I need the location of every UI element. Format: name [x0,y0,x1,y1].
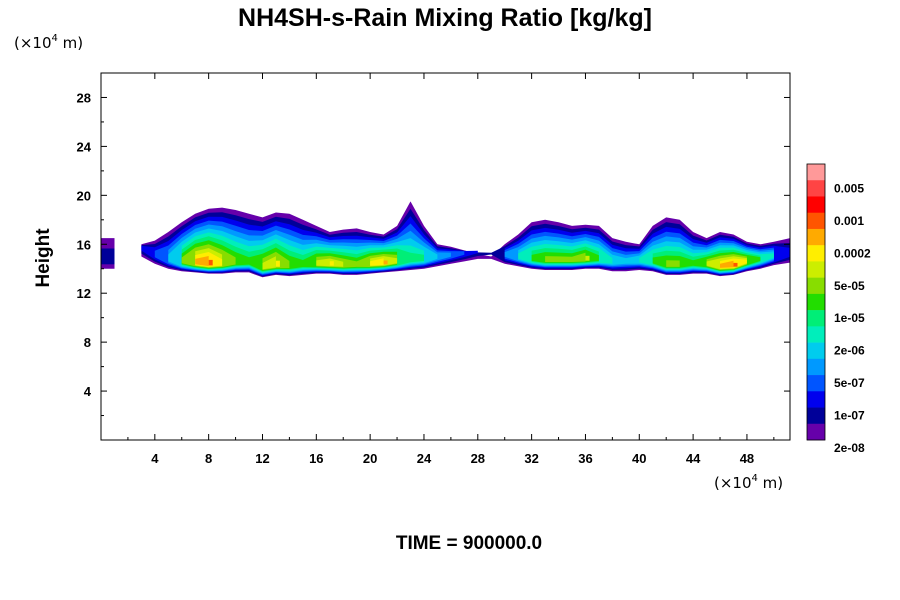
legend-swatch [807,423,825,441]
legend-label: 0.005 [834,181,864,195]
legend-swatch [807,342,825,360]
legend-swatch [807,196,825,214]
contour-band [545,252,586,262]
contour-band [585,255,590,261]
legend-swatch [807,261,825,278]
legend-swatch [807,212,825,230]
y-axis-unit-label: (×104 m) [14,33,83,52]
legend-swatch [807,245,825,262]
x-tick-label: 20 [363,451,377,466]
x-tick-label: 24 [417,451,432,466]
x-tick-label: 32 [524,451,538,466]
contour-band [262,256,276,270]
y-axis-label: Height [33,228,54,288]
x-tick-label: 44 [686,451,701,466]
legend-label: 1e-05 [834,311,865,325]
contour-fills [101,201,790,278]
x-axis-unit-label: (×104 m) [714,473,783,492]
contour-band [208,259,213,266]
time-label: TIME = 900000.0 [396,533,542,554]
contour-band [275,260,280,267]
legend-swatch [807,407,825,425]
legend-label: 1e-07 [834,409,865,423]
legend-swatch [807,293,825,311]
contour-band [329,261,334,266]
y-tick-label: 24 [77,139,92,154]
legend-label: 0.001 [834,214,864,228]
contour-band [666,260,680,267]
y-tick-label: 28 [77,90,91,105]
x-tick-label: 40 [632,451,646,466]
legend-swatch [807,164,825,181]
legend-swatch [807,277,825,295]
plot-frame [100,72,791,441]
legend-swatch [807,375,825,392]
contour-band [733,262,738,267]
y-tick-label: 4 [84,384,92,399]
contour-band [316,258,344,267]
legend-swatch [807,391,825,408]
y-tick-label: 16 [77,237,91,252]
legend-label: 2e-08 [834,441,865,455]
y-tick-label: 20 [77,188,91,203]
chart-title: NH4SH-s-Rain Mixing Ratio [kg/kg] [238,4,652,32]
y-tick-label: 8 [84,335,91,350]
y-axis: 4 8 12 16 20 24 28 [77,72,790,417]
legend-swatch [807,326,825,343]
x-tick-label: 48 [740,451,754,466]
legend-label: 2e-06 [834,344,865,358]
contour-band [370,258,384,266]
legend-swatch [807,180,825,197]
x-tick-label: 16 [309,451,323,466]
contour-band [101,248,115,265]
x-tick-label: 8 [205,451,212,466]
contour-band [720,260,734,268]
x-tick-label: 4 [151,451,159,466]
contour-band [195,256,209,267]
color-legend: 0.005 0.001 0.0002 5e-05 1e-05 2e-06 5e-07 1e-0… [806,163,871,455]
legend-swatch [807,310,825,327]
legend-swatch [807,358,825,376]
x-tick-label: 12 [255,451,269,466]
legend-label: 0.0002 [834,246,871,260]
x-axis: 4 8 12 16 20 24 28 32 36 40 44 48 [127,73,775,466]
legend-label: 5e-07 [834,376,865,390]
legend-swatch [807,228,825,246]
contour-band [383,260,388,265]
y-tick-label: 12 [77,286,91,301]
legend-label: 5e-05 [834,279,865,293]
x-tick-label: 36 [578,451,592,466]
legend-frame [806,163,826,441]
x-tick-label: 28 [471,451,485,466]
